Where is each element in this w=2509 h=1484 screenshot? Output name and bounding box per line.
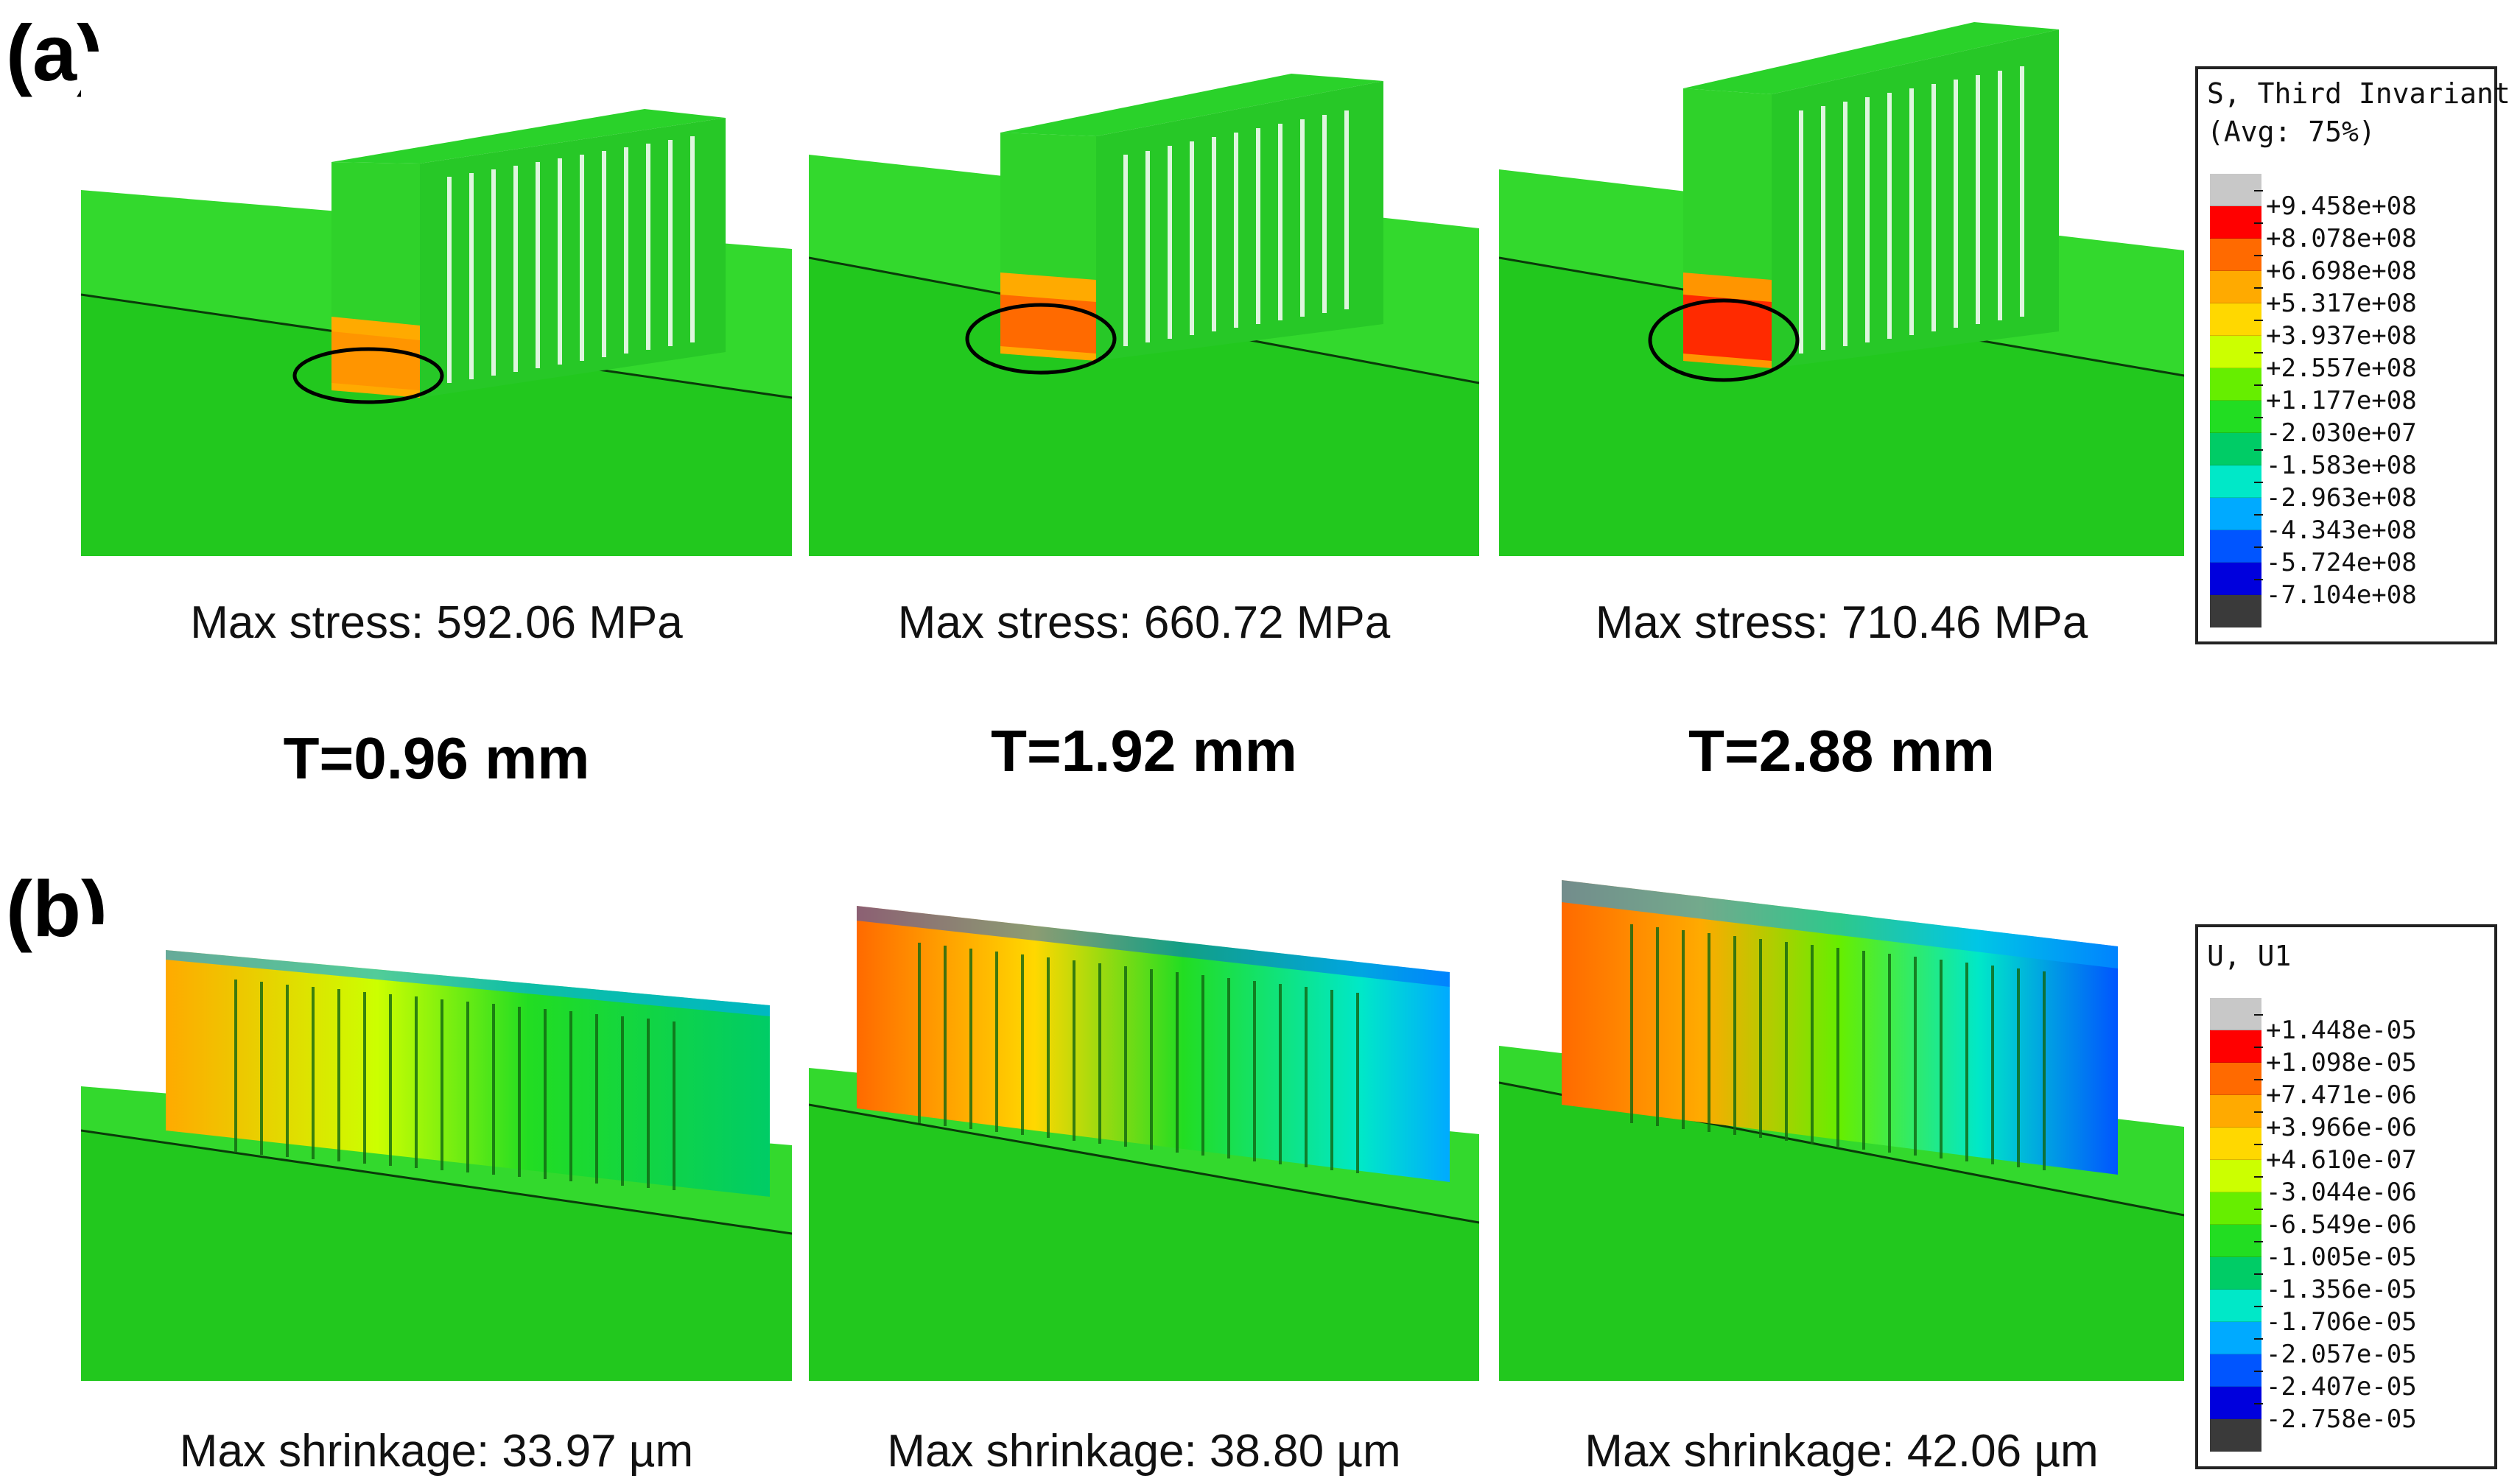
shrinkage-legend-value: -1.706e-05: [2254, 1306, 2417, 1337]
shrinkage-legend-swatch: [2210, 1322, 2261, 1354]
shrinkage-legend-value: -1.005e-05: [2254, 1241, 2417, 1272]
thickness-label-2: T=1.92 mm: [991, 718, 1297, 784]
stress-legend-swatch: [2210, 401, 2261, 433]
shrinkage-legend-value: +1.448e-05: [2254, 1014, 2417, 1045]
shrinkage-legend-value: -3.044e-06: [2254, 1176, 2417, 1207]
stress-legend-swatch: [2210, 174, 2261, 206]
shrinkage-legend-values: +1.448e-05 +1.098e-05 +7.471e-06 +3.966e-06…: [2254, 1014, 2417, 1435]
thickness-label-3: T=2.88 mm: [1688, 718, 1995, 784]
shrinkage-legend-value: -6.549e-06: [2254, 1209, 2417, 1239]
stress-sim-2: [809, 52, 1479, 556]
stress-legend-swatch: [2210, 595, 2261, 627]
shrinkage-legend-value: +3.966e-06: [2254, 1111, 2417, 1142]
shrinkage-legend-value: -2.057e-05: [2254, 1338, 2417, 1369]
stress-legend-swatch: [2210, 303, 2261, 336]
shrinkage-legend-value: +7.471e-06: [2254, 1079, 2417, 1110]
shrinkage-legend-swatch: [2210, 998, 2261, 1030]
stress-legend-swatch: [2210, 239, 2261, 271]
shrinkage-legend-swatch: [2210, 1290, 2261, 1322]
stress-legend-value: +3.937e+08: [2254, 320, 2417, 351]
stress-legend-value: +5.317e+08: [2254, 287, 2417, 318]
shrinkage-color-bar: [2210, 998, 2261, 1452]
stress-caption-3: Max stress: 710.46 MPa: [1595, 597, 2088, 648]
stress-legend-value: -4.343e+08: [2254, 514, 2417, 545]
shrinkage-legend-swatch: [2210, 1095, 2261, 1128]
stress-legend-swatch: [2210, 498, 2261, 530]
stress-caption-2: Max stress: 660.72 MPa: [897, 597, 1391, 648]
shrinkage-legend-value: +1.098e-05: [2254, 1047, 2417, 1077]
stress-legend-value: -2.963e+08: [2254, 482, 2417, 513]
shrinkage-legend-swatch: [2210, 1387, 2261, 1419]
shrinkage-legend-swatch: [2210, 1160, 2261, 1192]
stress-legend-swatch: [2210, 271, 2261, 303]
shrinkage-legend-swatch: [2210, 1419, 2261, 1452]
stress-legend-swatch: [2210, 530, 2261, 563]
shrinkage-legend-value: -2.758e-05: [2254, 1403, 2417, 1434]
shrinkage-legend-value: -2.407e-05: [2254, 1371, 2417, 1402]
shrinkage-legend-swatch: [2210, 1257, 2261, 1290]
stress-legend-title: S, Third Invariant: [2207, 77, 2509, 110]
shrinkage-legend-swatch: [2210, 1354, 2261, 1387]
stress-legend-swatch: [2210, 465, 2261, 498]
shrinkage-legend: U, U1 +1.448e-05 +1.098e-05 +7.471e-06 +3.9…: [2195, 924, 2497, 1469]
stress-legend-value: -7.104e+08: [2254, 579, 2417, 610]
shrinkage-caption-2: Max shrinkage: 38.80 µm: [887, 1426, 1401, 1477]
shrinkage-legend-value: +4.610e-07: [2254, 1144, 2417, 1175]
stress-caption-1: Max stress: 592.06 MPa: [190, 597, 683, 648]
stress-legend-swatch: [2210, 336, 2261, 368]
stress-legend-swatch: [2210, 563, 2261, 595]
stress-sim-1: [81, 52, 792, 556]
shrinkage-sim-3: [1499, 869, 2184, 1381]
stress-sim-3: [1499, 22, 2184, 556]
stress-legend: S, Third Invariant (Avg: 75%) +9.458e+08…: [2195, 66, 2509, 644]
stress-legend-value: -2.030e+07: [2254, 417, 2417, 448]
stress-legend-swatch: [2210, 206, 2261, 239]
thickness-label-1: T=0.96 mm: [283, 725, 590, 791]
stress-legend-swatch: [2210, 433, 2261, 465]
stress-legend-value: +9.458e+08: [2254, 190, 2417, 221]
shrinkage-caption-1: Max shrinkage: 33.97 µm: [179, 1426, 694, 1477]
shrinkage-sim-1: [81, 924, 792, 1381]
stress-legend-subtitle: (Avg: 75%): [2207, 116, 2376, 148]
stress-legend-swatch: [2210, 368, 2261, 401]
shrinkage-sim-2: [809, 891, 1479, 1381]
stress-legend-value: +1.177e+08: [2254, 384, 2417, 415]
stress-legend-value: -5.724e+08: [2254, 546, 2417, 577]
shrinkage-caption-3: Max shrinkage: 42.06 µm: [1585, 1426, 2099, 1477]
stress-legend-value: +2.557e+08: [2254, 352, 2417, 383]
stress-legend-value: -1.583e+08: [2254, 449, 2417, 480]
stress-legend-value: +8.078e+08: [2254, 222, 2417, 253]
shrinkage-legend-swatch: [2210, 1192, 2261, 1225]
shrinkage-legend-swatch: [2210, 1063, 2261, 1095]
shrinkage-legend-swatch: [2210, 1030, 2261, 1063]
stress-color-bar: [2210, 174, 2261, 627]
stress-legend-values: +9.458e+08 +8.078e+08 +6.698e+08 +5.317e+08…: [2254, 190, 2417, 611]
shrinkage-legend-title: U, U1: [2207, 940, 2292, 972]
shrinkage-legend-value: -1.356e-05: [2254, 1273, 2417, 1304]
shrinkage-legend-swatch: [2210, 1225, 2261, 1257]
stress-legend-value: +6.698e+08: [2254, 255, 2417, 286]
shrinkage-legend-swatch: [2210, 1128, 2261, 1160]
